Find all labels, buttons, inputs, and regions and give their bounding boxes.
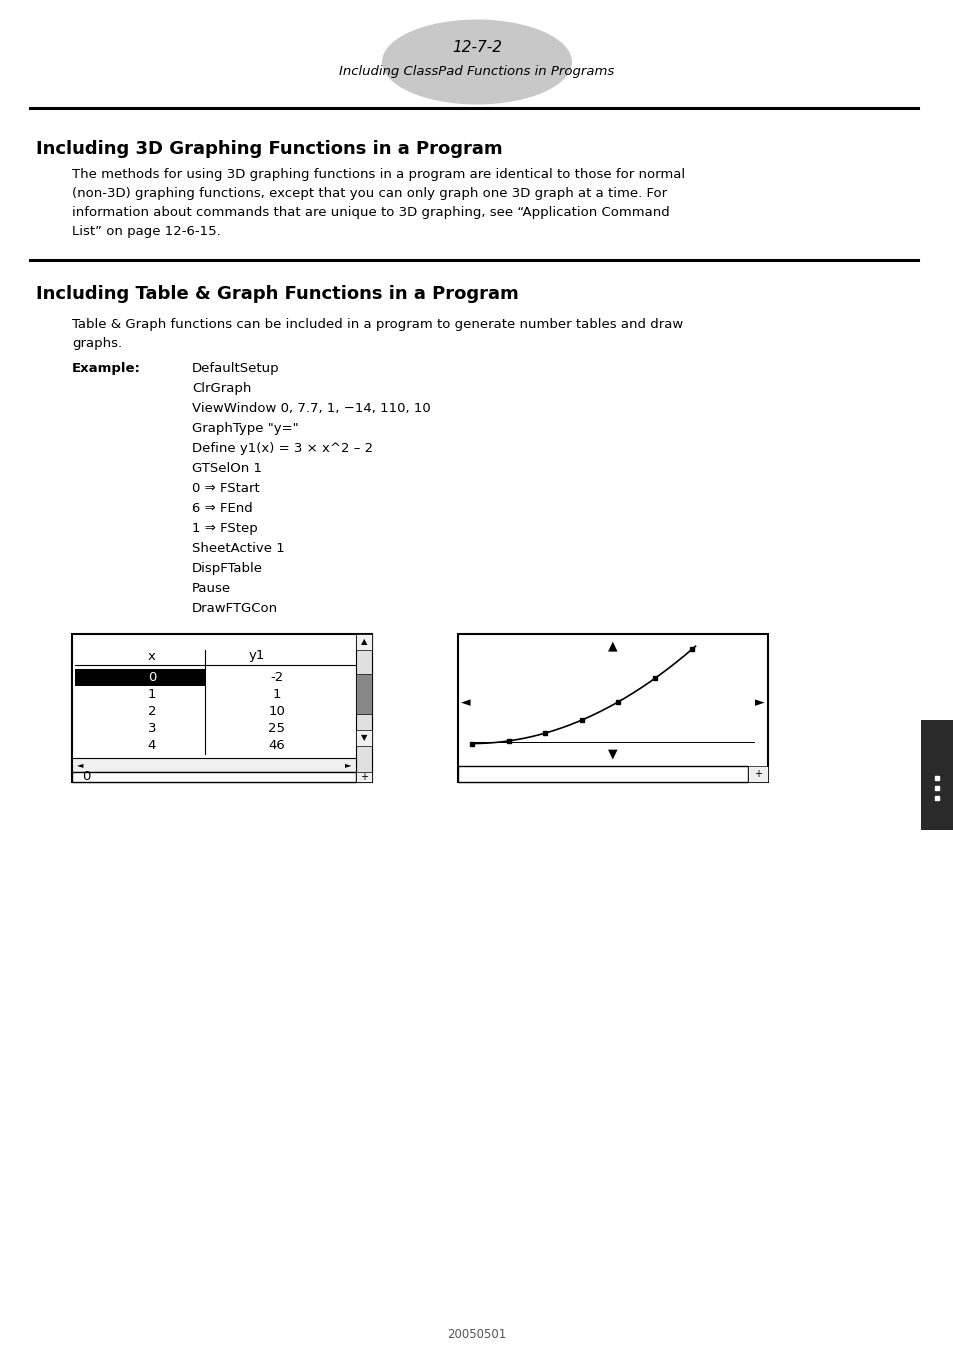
FancyBboxPatch shape bbox=[355, 634, 372, 650]
Text: 2: 2 bbox=[148, 704, 156, 718]
Text: DrawFTGCon: DrawFTGCon bbox=[192, 602, 278, 615]
Text: 0: 0 bbox=[148, 671, 156, 684]
Text: ►: ► bbox=[755, 696, 764, 710]
Text: 4: 4 bbox=[148, 740, 156, 752]
FancyBboxPatch shape bbox=[920, 721, 953, 830]
Text: List” on page 12-6-15.: List” on page 12-6-15. bbox=[71, 224, 220, 238]
FancyBboxPatch shape bbox=[457, 767, 747, 781]
Text: ▼: ▼ bbox=[608, 748, 618, 760]
Text: -2: -2 bbox=[270, 671, 283, 684]
Text: 20050501: 20050501 bbox=[447, 1329, 506, 1341]
Text: information about commands that are unique to 3D graphing, see “Application Comm: information about commands that are uniq… bbox=[71, 206, 669, 219]
Text: 3: 3 bbox=[148, 722, 156, 735]
Text: ViewWindow 0, 7.7, 1, −14, 110, 10: ViewWindow 0, 7.7, 1, −14, 110, 10 bbox=[192, 402, 431, 415]
Text: 1: 1 bbox=[148, 688, 156, 700]
FancyBboxPatch shape bbox=[355, 730, 372, 746]
Text: 6 ⇒ FEnd: 6 ⇒ FEnd bbox=[192, 502, 253, 515]
Text: Pause: Pause bbox=[192, 581, 231, 595]
Text: ◄: ◄ bbox=[76, 760, 83, 769]
FancyBboxPatch shape bbox=[457, 634, 767, 781]
Text: ▲: ▲ bbox=[608, 639, 618, 653]
Text: ►: ► bbox=[344, 760, 351, 769]
Text: 25: 25 bbox=[268, 722, 285, 735]
Text: (non-3D) graphing functions, except that you can only graph one 3D graph at a ti: (non-3D) graphing functions, except that… bbox=[71, 187, 666, 200]
Ellipse shape bbox=[381, 19, 572, 104]
Text: ▲: ▲ bbox=[360, 638, 367, 646]
Text: Including ClassPad Functions in Programs: Including ClassPad Functions in Programs bbox=[339, 65, 614, 78]
Text: ◄: ◄ bbox=[460, 696, 471, 710]
Text: +: + bbox=[753, 769, 761, 779]
Text: 10: 10 bbox=[269, 704, 285, 718]
FancyBboxPatch shape bbox=[71, 634, 372, 781]
Text: 12-7-2: 12-7-2 bbox=[452, 41, 501, 55]
Text: DefaultSetup: DefaultSetup bbox=[192, 362, 279, 375]
Text: 1 ⇒ FStep: 1 ⇒ FStep bbox=[192, 522, 257, 535]
Text: graphs.: graphs. bbox=[71, 337, 122, 350]
Text: 46: 46 bbox=[269, 740, 285, 752]
FancyBboxPatch shape bbox=[75, 669, 205, 685]
Text: ▼: ▼ bbox=[360, 734, 367, 742]
Text: 0: 0 bbox=[82, 771, 91, 784]
Text: Define y1(x) = 3 × x^2 – 2: Define y1(x) = 3 × x^2 – 2 bbox=[192, 442, 373, 456]
FancyBboxPatch shape bbox=[71, 758, 355, 772]
Text: GraphType "y=": GraphType "y=" bbox=[192, 422, 298, 435]
Text: 1: 1 bbox=[273, 688, 281, 700]
Text: Including Table & Graph Functions in a Program: Including Table & Graph Functions in a P… bbox=[36, 285, 518, 303]
FancyBboxPatch shape bbox=[71, 772, 355, 781]
Text: 0 ⇒ FStart: 0 ⇒ FStart bbox=[192, 483, 259, 495]
FancyBboxPatch shape bbox=[355, 675, 372, 714]
Text: Including 3D Graphing Functions in a Program: Including 3D Graphing Functions in a Pro… bbox=[36, 141, 502, 158]
Text: The methods for using 3D graphing functions in a program are identical to those : The methods for using 3D graphing functi… bbox=[71, 168, 684, 181]
Text: Example:: Example: bbox=[71, 362, 141, 375]
Text: GTSelOn 1: GTSelOn 1 bbox=[192, 462, 262, 475]
Text: +: + bbox=[359, 772, 368, 781]
FancyBboxPatch shape bbox=[747, 767, 767, 781]
Text: Table & Graph functions can be included in a program to generate number tables a: Table & Graph functions can be included … bbox=[71, 318, 682, 331]
Text: x: x bbox=[148, 649, 155, 662]
Text: DispFTable: DispFTable bbox=[192, 562, 263, 575]
FancyBboxPatch shape bbox=[355, 772, 372, 781]
Text: SheetActive 1: SheetActive 1 bbox=[192, 542, 284, 556]
Text: ClrGraph: ClrGraph bbox=[192, 383, 251, 395]
FancyBboxPatch shape bbox=[355, 634, 372, 781]
Text: y1: y1 bbox=[249, 649, 265, 662]
